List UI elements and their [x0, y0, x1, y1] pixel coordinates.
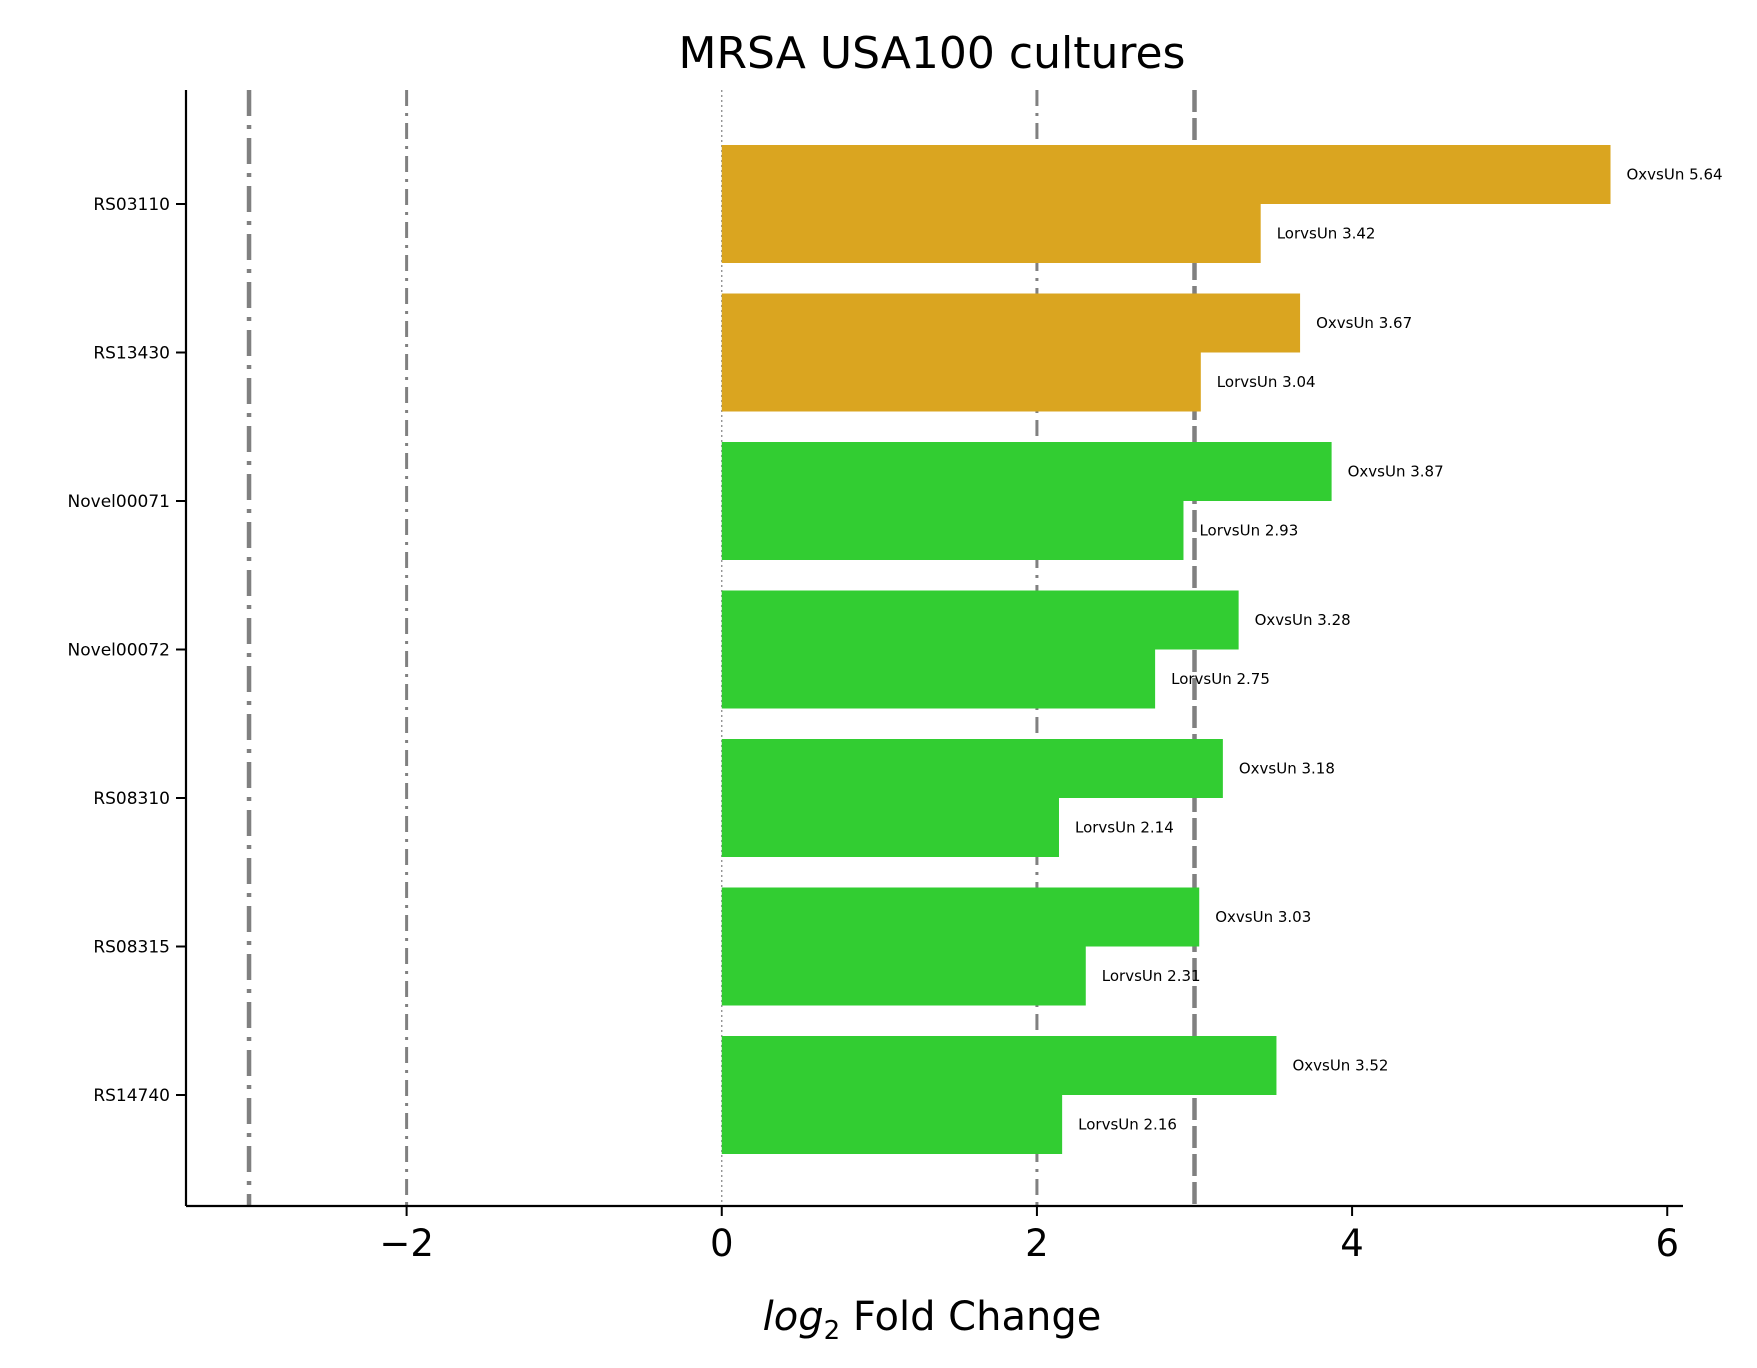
bar-lorvsun: [721, 352, 1201, 412]
y-tick-label: RS08315: [93, 938, 170, 958]
bar-lorvsun: [721, 649, 1156, 709]
bar-oxvsun: [721, 590, 1239, 650]
bar-value-label: LorvsUn 2.93: [1199, 522, 1298, 540]
x-axis-label-math: log: [763, 1294, 824, 1340]
bar-labels-group: OxvsUn 5.64 LorvsUn 3.42 OxvsUn 3.67 LorvsU…: [1075, 166, 1723, 1134]
y-tick-label: RS08310: [93, 789, 170, 809]
bar-lorvsun: [721, 204, 1261, 263]
bar-value-label: OxvsUn 3.52: [1292, 1057, 1388, 1075]
bar-value-label: OxvsUn 3.03: [1215, 908, 1311, 926]
bar-value-label: LorvsUn 3.04: [1217, 373, 1316, 391]
bar-value-label: OxvsUn 3.28: [1255, 611, 1351, 629]
bar-oxvsun: [721, 739, 1223, 798]
bar-oxvsun: [721, 887, 1200, 947]
x-axis-label-text: Fold Change: [840, 1294, 1101, 1340]
x-tick-label: 4: [1340, 1222, 1364, 1265]
x-tick-label: −2: [379, 1222, 434, 1265]
bar-oxvsun: [721, 293, 1301, 353]
x-ticks-group: −2 0 2 4 6: [379, 1206, 1679, 1265]
bar-value-label: OxvsUn 5.64: [1627, 166, 1723, 184]
bar-oxvsun: [721, 442, 1332, 501]
x-tick-label: 0: [710, 1222, 734, 1265]
x-axis-label-subscript: 2: [824, 1316, 841, 1346]
bar-lorvsun: [721, 946, 1086, 1006]
bar-lorvsun: [721, 1095, 1063, 1154]
bar-value-label: LorvsUn 3.42: [1277, 225, 1376, 243]
bar-value-label: LorvsUn 2.75: [1171, 670, 1270, 688]
axes-group: [184, 90, 1683, 1208]
x-tick-label: 2: [1025, 1222, 1049, 1265]
y-tick-label: Novel00072: [68, 641, 170, 661]
bar-value-label: LorvsUn 2.16: [1078, 1116, 1177, 1134]
bar-lorvsun: [721, 501, 1184, 560]
bar-oxvsun: [721, 1036, 1277, 1095]
bars-group: [721, 145, 1611, 1154]
bar-value-label: OxvsUn 3.18: [1239, 760, 1335, 778]
bar-value-label: OxvsUn 3.67: [1316, 314, 1412, 332]
bar-value-label: LorvsUn 2.14: [1075, 819, 1174, 837]
chart-title: MRSA USA100 cultures: [679, 28, 1186, 79]
x-axis-label: log2 Fold Change: [763, 1294, 1102, 1346]
bar-value-label: OxvsUn 3.87: [1348, 463, 1444, 481]
y-tick-label: RS14740: [93, 1086, 170, 1106]
bar-value-label: LorvsUn 2.31: [1102, 967, 1201, 985]
reference-lines: [246, 90, 1197, 1206]
bar-lorvsun: [721, 798, 1059, 857]
y-tick-label: RS03110: [93, 195, 170, 215]
y-tick-label: Novel00071: [68, 492, 170, 512]
y-ticks-group: RS03110 RS13430 Novel00071 Novel00072 RS0831…: [68, 195, 186, 1106]
bar-oxvsun: [721, 145, 1611, 204]
y-tick-label: RS13430: [93, 344, 170, 364]
x-tick-label: 6: [1655, 1222, 1679, 1265]
